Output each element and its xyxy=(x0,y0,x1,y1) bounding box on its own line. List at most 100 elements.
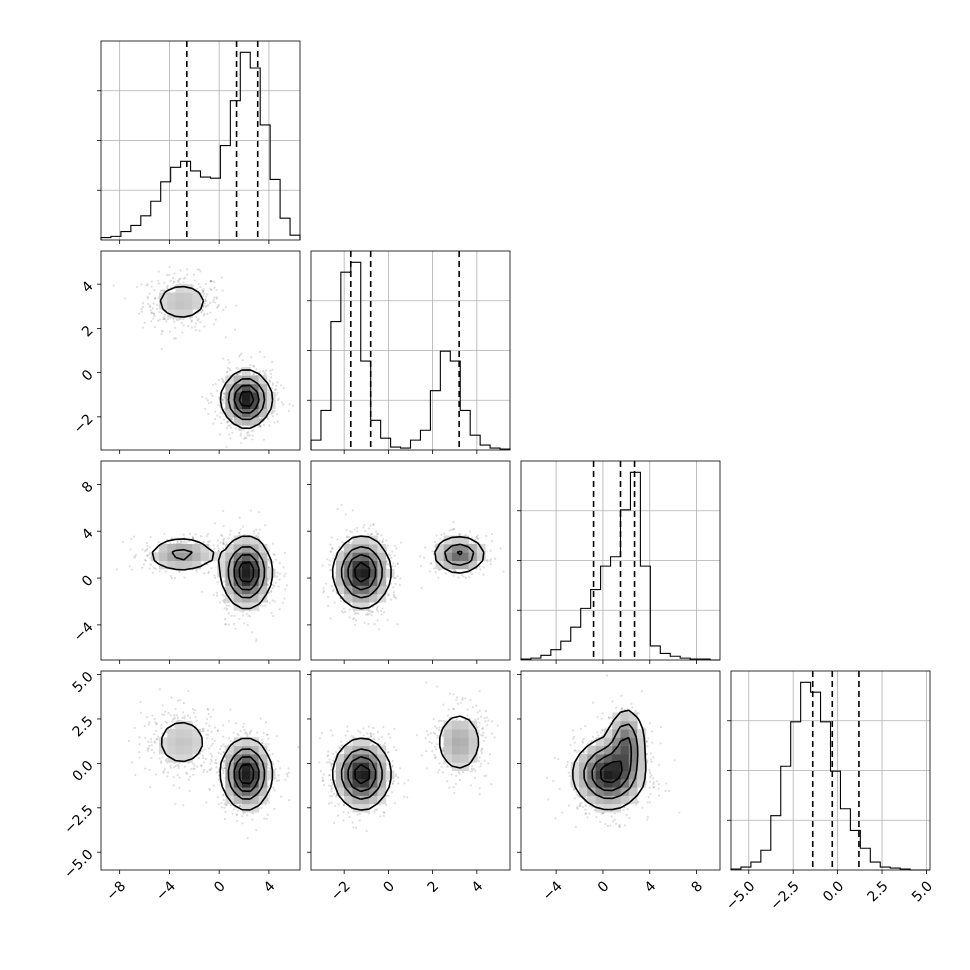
scatter-point xyxy=(393,554,396,557)
scatter-point xyxy=(284,588,287,591)
scatter-point xyxy=(393,564,397,567)
scatter-point xyxy=(245,436,248,439)
scatter-point xyxy=(362,526,365,529)
density-cell xyxy=(443,552,453,561)
scatter-point xyxy=(227,424,230,427)
scatter-point xyxy=(200,750,204,753)
scatter-point xyxy=(206,770,209,773)
scatter-point xyxy=(222,538,225,542)
scatter-point xyxy=(201,310,204,313)
scatter-point xyxy=(182,702,186,705)
density-cell xyxy=(369,552,378,561)
scatter-point xyxy=(219,415,222,419)
contour-line xyxy=(238,561,255,583)
scatter-point xyxy=(201,730,204,733)
scatter-point xyxy=(227,743,230,747)
scatter-point xyxy=(428,570,431,573)
scatter-point xyxy=(222,600,226,603)
scatter-point xyxy=(271,384,274,387)
scatter-point xyxy=(173,280,176,283)
scatter-point xyxy=(222,524,225,528)
scatter-point xyxy=(214,318,217,321)
scatter-point xyxy=(210,744,213,747)
scatter-point xyxy=(262,438,266,441)
scatter-point xyxy=(238,531,241,535)
density-cell xyxy=(344,552,353,561)
scatter-point xyxy=(276,399,280,402)
scatter-point xyxy=(396,623,399,626)
scatter-point xyxy=(390,556,393,559)
scatter-point xyxy=(226,607,229,610)
scatter-point xyxy=(369,524,372,527)
scatter-point xyxy=(160,312,163,315)
scatter-point xyxy=(176,716,180,719)
scatter-point xyxy=(452,521,455,524)
scatter-point xyxy=(182,281,185,284)
scatter-point xyxy=(287,409,291,413)
scatter-point xyxy=(154,297,157,300)
scatter-point xyxy=(420,586,423,589)
density-cell xyxy=(250,416,260,426)
scatter-point xyxy=(200,764,203,767)
scatter-point xyxy=(214,726,217,729)
scatter-point xyxy=(251,434,254,437)
scatter-point xyxy=(217,770,220,773)
density-cell xyxy=(167,309,177,318)
scatter-point xyxy=(221,378,224,381)
scatter-point xyxy=(151,714,154,717)
scatter-point xyxy=(147,723,150,726)
scatter-point xyxy=(347,536,351,539)
density-cell xyxy=(175,292,185,302)
scatter-point xyxy=(172,318,175,321)
scatter-point xyxy=(338,545,341,549)
scatter-point xyxy=(250,631,254,634)
scatter-point xyxy=(246,623,249,627)
scatter-point xyxy=(356,530,359,533)
scatter-point xyxy=(348,541,351,544)
scatter-point xyxy=(448,529,452,532)
scatter-point xyxy=(162,771,165,774)
scatter-point xyxy=(490,532,494,536)
scatter-point xyxy=(291,404,295,407)
scatter-point xyxy=(419,555,422,558)
scatter-point xyxy=(166,775,169,778)
scatter-point xyxy=(211,383,215,387)
scatter-point xyxy=(350,531,354,534)
scatter-point xyxy=(344,513,347,516)
scatter-point xyxy=(216,544,220,547)
scatter-point xyxy=(143,558,147,561)
scatter-point xyxy=(219,533,223,536)
scatter-point xyxy=(141,301,144,305)
scatter-point xyxy=(155,723,158,726)
scatter-point xyxy=(234,627,237,630)
density-cell xyxy=(335,577,345,586)
density-cell xyxy=(435,552,445,561)
scatter-point xyxy=(170,720,174,723)
scatter-point xyxy=(222,395,226,398)
scatter-point xyxy=(243,728,246,731)
density-cell xyxy=(460,543,470,553)
scatter-point xyxy=(169,764,172,767)
scatter-point xyxy=(169,279,172,283)
scatter-point xyxy=(375,607,378,610)
scatter-point xyxy=(128,565,131,568)
scatter-point xyxy=(395,547,398,550)
scatter-point xyxy=(124,297,127,300)
scatter-point xyxy=(140,310,144,313)
scatter-point xyxy=(153,751,156,754)
scatter-point xyxy=(270,411,273,414)
scatter-point xyxy=(423,556,426,559)
scatter-point xyxy=(489,549,492,552)
scatter-point xyxy=(282,566,285,569)
scatter-point xyxy=(216,539,220,542)
panel-frame xyxy=(100,250,301,451)
scatter-point xyxy=(277,585,280,588)
scatter-point xyxy=(209,301,212,305)
scatter-point xyxy=(457,576,460,579)
scatter-point xyxy=(351,509,354,512)
scatter-point xyxy=(194,715,197,719)
scatter-point xyxy=(381,538,385,541)
scatter-point xyxy=(188,540,191,543)
scatter-point xyxy=(164,720,167,724)
scatter-point xyxy=(259,424,262,428)
